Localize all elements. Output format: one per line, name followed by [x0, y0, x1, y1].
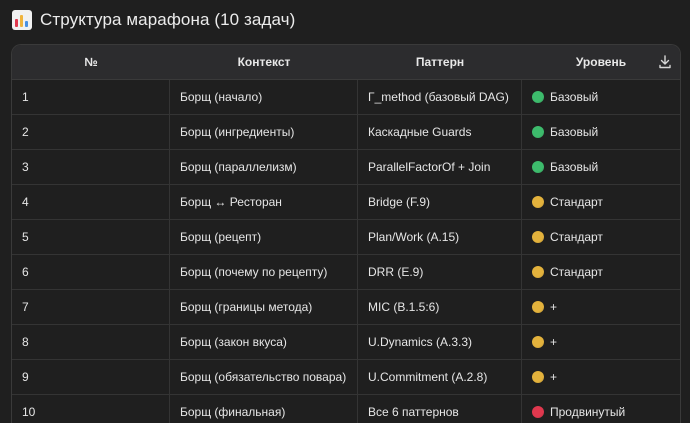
- table-row: 10 Борщ (финальная) Все 6 паттернов Продвин…: [12, 395, 680, 423]
- level-label: Стандарт: [550, 265, 603, 279]
- cell-pattern: Все 6 паттернов: [358, 395, 522, 423]
- level-label: Стандарт: [550, 230, 603, 244]
- cell-context: Борщ (финальная): [170, 395, 358, 423]
- cell-number: 6: [12, 255, 170, 289]
- column-header-context: Контекст: [237, 55, 291, 69]
- cell-number: 8: [12, 325, 170, 359]
- cell-pattern: Γ_method (базовый DAG): [358, 80, 522, 114]
- level-indicator-icon: [532, 126, 544, 138]
- cell-pattern: Каскадные Guards: [358, 115, 522, 149]
- level-indicator-icon: [532, 196, 544, 208]
- level-label: +: [550, 300, 558, 314]
- table-row: 5 Борщ (рецепт) Plan/Work (A.15) Стандарт: [12, 220, 680, 255]
- cell-number: 7: [12, 290, 170, 324]
- cell-context: Борщ (параллелизм): [170, 150, 358, 184]
- cell-level: +: [522, 290, 680, 324]
- table-row: 2 Борщ (ингредиенты) Каскадные Guards Базов…: [12, 115, 680, 150]
- table-row: 1 Борщ (начало) Γ_method (базовый DAG) Базо…: [12, 80, 680, 115]
- level-indicator-icon: [532, 266, 544, 278]
- level-indicator-icon: [532, 231, 544, 243]
- cell-level: Продвинутый: [522, 395, 680, 423]
- cell-pattern: U.Dynamics (A.3.3): [358, 325, 522, 359]
- cell-context: Борщ (обязательство повара): [170, 360, 358, 394]
- bar-chart-icon: [12, 10, 32, 30]
- table-row: 4 Борщ ↔ Ресторан Bridge (F.9) Стандарт: [12, 185, 680, 220]
- table-row: 8 Борщ (закон вкуса) U.Dynamics (A.3.3) +: [12, 325, 680, 360]
- cell-level: Базовый: [522, 115, 680, 149]
- cell-number: 2: [12, 115, 170, 149]
- table-row: 6 Борщ (почему по рецепту) DRR (E.9) Станда…: [12, 255, 680, 290]
- cell-number: 9: [12, 360, 170, 394]
- cell-number: 3: [12, 150, 170, 184]
- level-label: Базовый: [550, 125, 599, 139]
- cell-context: Борщ (закон вкуса): [170, 325, 358, 359]
- level-label: +: [550, 335, 558, 349]
- level-indicator-icon: [532, 301, 544, 313]
- level-label: Базовый: [550, 90, 599, 104]
- cell-level: Стандарт: [522, 220, 680, 254]
- column-header-number: №: [84, 55, 98, 69]
- cell-number: 5: [12, 220, 170, 254]
- level-label: Стандарт: [550, 195, 603, 209]
- table-body: 1 Борщ (начало) Γ_method (базовый DAG) Базо…: [12, 80, 680, 423]
- level-indicator-icon: [532, 91, 544, 103]
- cell-pattern: MIC (B.1.5:6): [358, 290, 522, 324]
- data-table: № Контекст Паттерн Уровень 1 Борщ (начало…: [11, 44, 681, 423]
- download-icon[interactable]: [657, 54, 673, 70]
- column-header-level: Уровень: [575, 55, 627, 69]
- cell-pattern: ParallelFactorOf + Join: [358, 150, 522, 184]
- cell-context: Борщ (почему по рецепту): [170, 255, 358, 289]
- cell-pattern: U.Commitment (A.2.8): [358, 360, 522, 394]
- level-label: +: [550, 370, 558, 384]
- page-heading: Структура марафона (10 задач): [12, 7, 295, 33]
- cell-pattern: Plan/Work (A.15): [358, 220, 522, 254]
- level-indicator-icon: [532, 161, 544, 173]
- page-title: Структура марафона (10 задач): [40, 10, 296, 29]
- cell-number: 1: [12, 80, 170, 114]
- cell-context: Борщ ↔ Ресторан: [170, 185, 358, 219]
- level-indicator-icon: [532, 371, 544, 383]
- cell-level: Стандарт: [522, 255, 680, 289]
- level-label: Продвинутый: [550, 405, 626, 419]
- cell-context: Борщ (ингредиенты): [170, 115, 358, 149]
- cell-context: Борщ (границы метода): [170, 290, 358, 324]
- table-header: № Контекст Паттерн Уровень: [12, 45, 680, 80]
- level-label: Базовый: [550, 160, 599, 174]
- cell-context: Борщ (начало): [170, 80, 358, 114]
- level-indicator-icon: [532, 336, 544, 348]
- column-header-pattern: Паттерн: [415, 55, 465, 69]
- cell-level: +: [522, 360, 680, 394]
- table-row: 9 Борщ (обязательство повара) U.Commitment…: [12, 360, 680, 395]
- cell-level: +: [522, 325, 680, 359]
- cell-pattern: DRR (E.9): [358, 255, 522, 289]
- table-row: 7 Борщ (границы метода) MIC (B.1.5:6) +: [12, 290, 680, 325]
- table-row: 3 Борщ (параллелизм) ParallelFactorOf + Jo…: [12, 150, 680, 185]
- cell-number: 4: [12, 185, 170, 219]
- cell-number: 10: [12, 395, 170, 423]
- cell-pattern: Bridge (F.9): [358, 185, 522, 219]
- cell-level: Базовый: [522, 80, 680, 114]
- cell-context: Борщ (рецепт): [170, 220, 358, 254]
- cell-level: Базовый: [522, 150, 680, 184]
- cell-level: Стандарт: [522, 185, 680, 219]
- level-indicator-icon: [532, 406, 544, 418]
